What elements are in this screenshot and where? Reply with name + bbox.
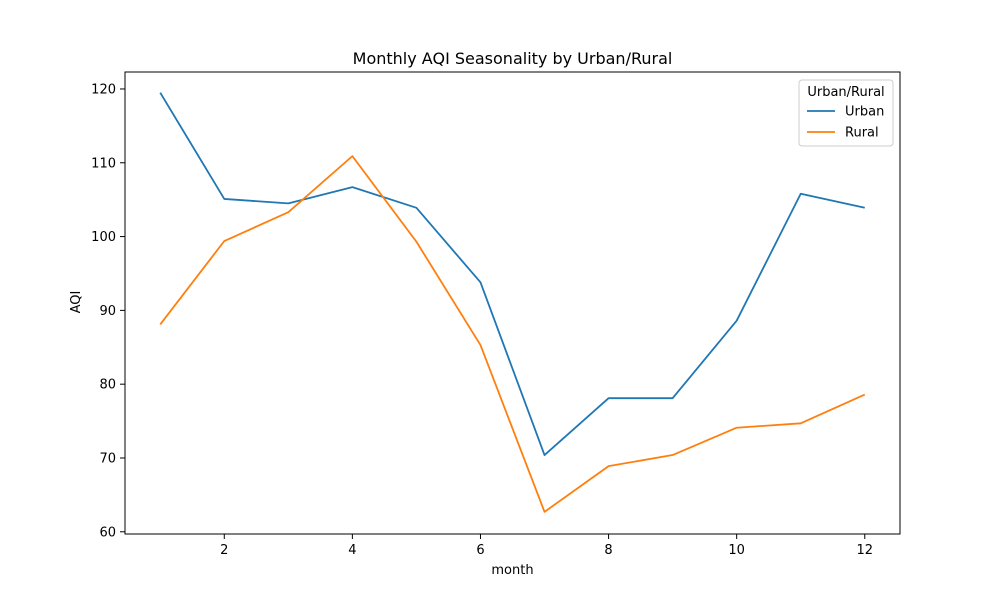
x-tick-label: 12 [856, 543, 873, 558]
y-axis: 60 70 80 90 100 110 120 [91, 82, 125, 540]
y-tick-label: 90 [99, 304, 116, 319]
legend-label-rural: Rural [845, 126, 879, 141]
x-tick-label: 4 [348, 543, 356, 558]
series-line-rural [159, 155, 866, 513]
legend-title: Urban/Rural [807, 85, 884, 100]
y-tick-label: 80 [99, 378, 116, 393]
y-axis-title: AQI [69, 291, 84, 314]
y-tick-label: 100 [91, 230, 116, 245]
x-tick-label: 10 [728, 543, 745, 558]
y-tick-label: 70 [99, 451, 116, 466]
y-tick-label: 110 [91, 156, 116, 171]
x-axis-title: month [491, 563, 533, 578]
legend-frame [798, 79, 894, 147]
series-line-urban [159, 92, 865, 456]
y-tick-label: 60 [99, 525, 116, 540]
x-tick-label: 6 [476, 543, 484, 558]
x-axis: 2 4 6 8 10 12 [220, 534, 873, 558]
plot-area [124, 71, 901, 535]
plot-frame [124, 71, 901, 535]
legend-label-urban: Urban [845, 105, 884, 120]
x-tick-label: 2 [220, 543, 228, 558]
chart-title: Monthly AQI Seasonality by Urban/Rural [353, 49, 673, 68]
y-tick-label: 120 [91, 82, 116, 97]
legend: Urban/Rural Urban Rural [798, 79, 894, 147]
series-layer [159, 92, 866, 513]
x-tick-label: 8 [604, 543, 612, 558]
